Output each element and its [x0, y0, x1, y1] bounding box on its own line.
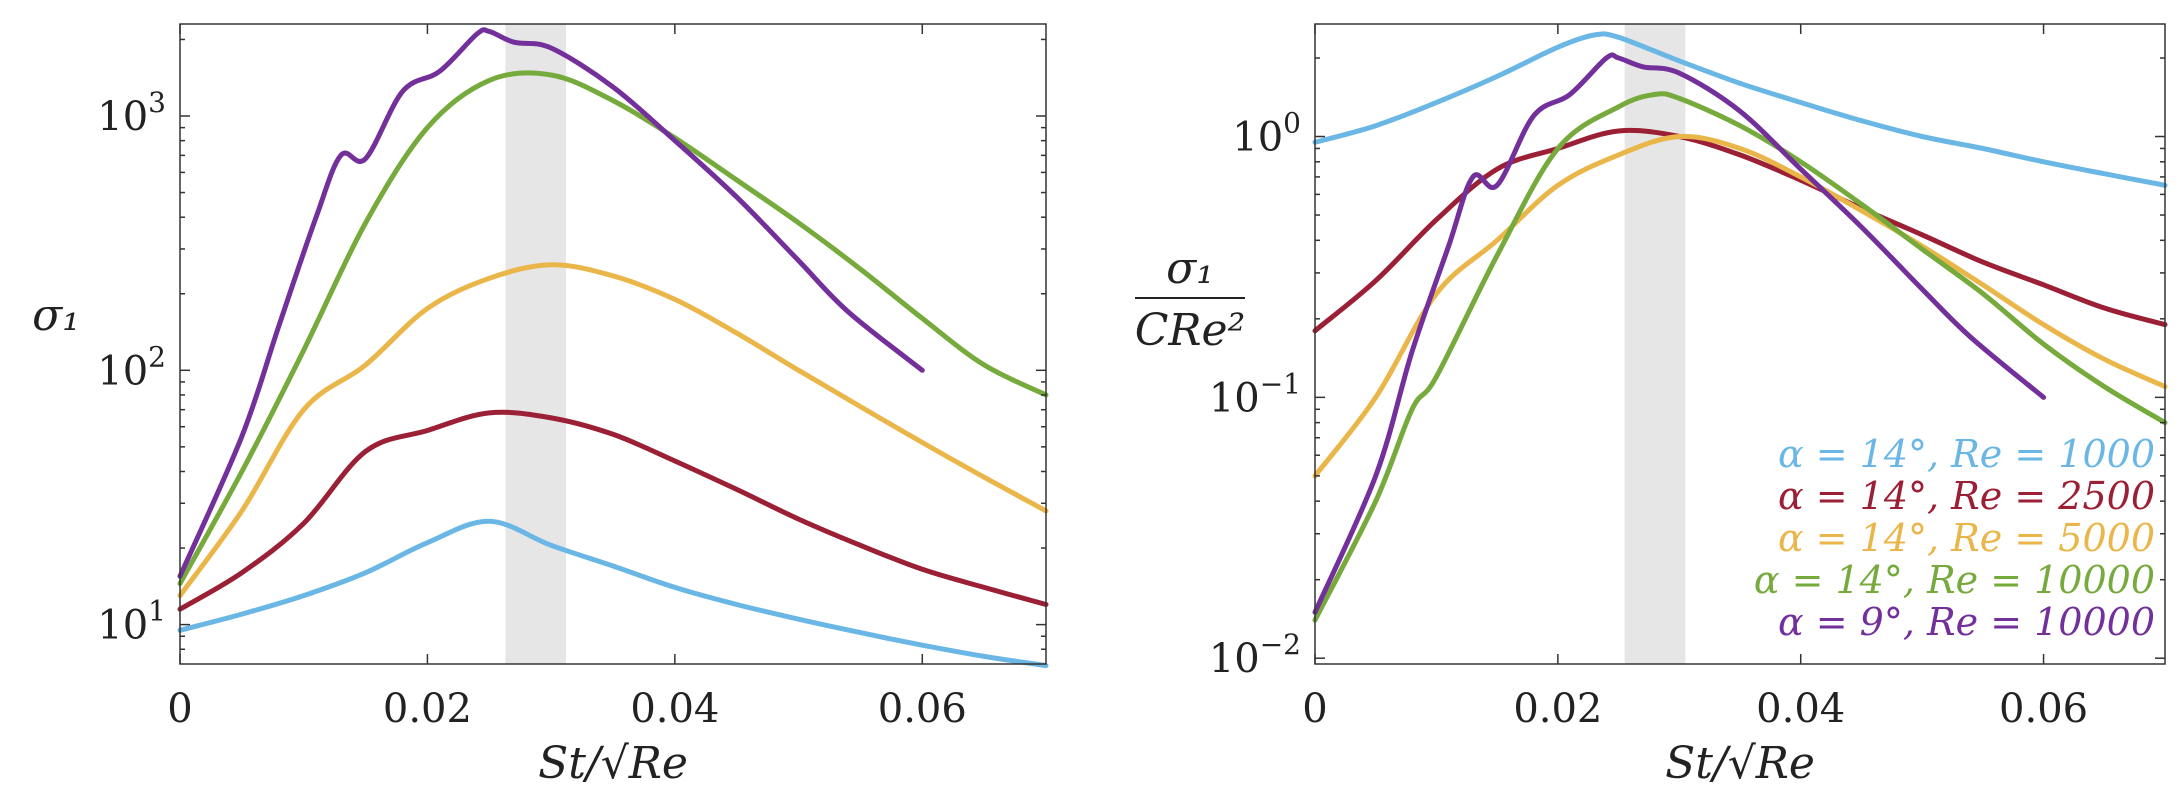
y-tick-label: 10−2 [1209, 628, 1301, 682]
series-layer [177, 27, 1049, 669]
series-line-0 [177, 518, 1049, 669]
plot-frame [179, 23, 1047, 665]
series-line-1 [1312, 127, 2168, 334]
series-line-4 [1312, 52, 2047, 615]
y-tick-label: 102 [97, 340, 166, 394]
legend-entry-0: α = 14°, Re = 1000 [1778, 432, 2155, 476]
y-axis-label-denominator: CRe² [1135, 305, 1245, 356]
x-axis-label: St/√Re [538, 738, 688, 789]
y-axis-label: σ₁ [32, 290, 80, 341]
y-tick-label: 103 [97, 86, 166, 140]
x-tick-label: 0.06 [1999, 686, 2088, 732]
series-line-1 [177, 409, 1049, 612]
y-tick-label: 10−1 [1209, 367, 1301, 421]
ticks-layer: 0 0.02 0.04 0.06 10−2 10−1 100 [1209, 24, 2165, 732]
series-line-2 [177, 262, 1049, 599]
ticks-layer: 0 0.02 0.04 0.06 101 102 103 [97, 24, 1046, 732]
shaded-band [505, 24, 566, 664]
plot-area [180, 24, 1046, 664]
chart-left-sigma: 0 0.02 0.04 0.06 101 102 103 St/√Re σ₁ [32, 23, 1049, 789]
x-tick-label: 0 [167, 686, 192, 732]
plot-area [1315, 24, 2165, 664]
plot-frame [1314, 23, 2166, 665]
legend-entry-4: α = 9°, Re = 10000 [1778, 600, 2155, 644]
series-line-2 [1312, 133, 2168, 479]
y-tick-label: 100 [1232, 107, 1301, 161]
x-tick-label: 0.02 [1513, 686, 1602, 732]
series-line-0 [1312, 31, 2168, 188]
x-tick-label: 0.04 [630, 686, 719, 732]
legend-entry-3: α = 14°, Re = 10000 [1754, 558, 2155, 602]
legend-entry-2: α = 14°, Re = 5000 [1778, 516, 2155, 560]
y-tick-label: 101 [97, 595, 166, 649]
y-axis-label-numerator: σ₁ [1166, 243, 1214, 294]
series-line-3 [177, 70, 1049, 587]
legend-entry-1: α = 14°, Re = 2500 [1778, 474, 2155, 518]
x-tick-label: 0 [1302, 686, 1327, 732]
x-tick-label: 0.02 [383, 686, 472, 732]
series-line-4 [177, 27, 925, 579]
shaded-band [1624, 24, 1686, 664]
x-tick-label: 0.04 [1756, 686, 1845, 732]
series-layer [1312, 31, 2168, 623]
x-axis-label: St/√Re [1665, 738, 1815, 789]
series-line-3 [1312, 91, 2168, 623]
x-tick-label: 0.06 [878, 686, 967, 732]
